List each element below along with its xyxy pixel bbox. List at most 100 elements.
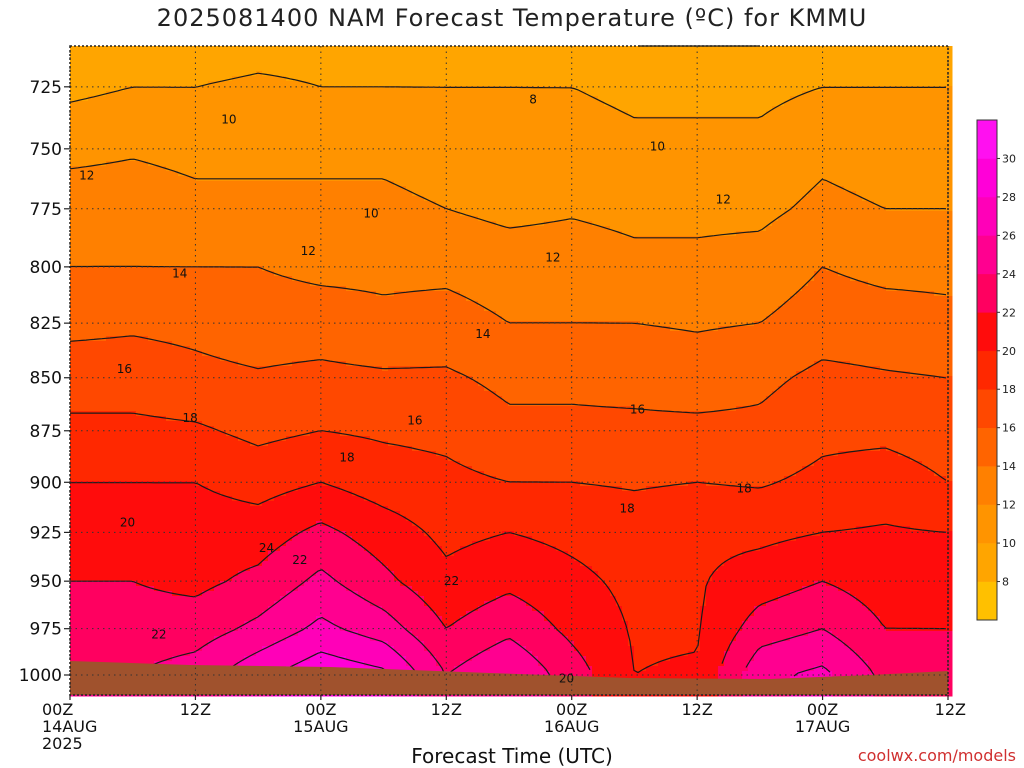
temperature-cell [136,46,143,52]
temperature-cell [202,576,209,582]
temperature-cell [172,511,179,517]
temperature-cell [268,281,275,287]
temperature-cell [208,51,215,57]
temperature-cell [106,511,113,517]
temperature-cell [238,516,245,522]
temperature-cell [70,141,77,147]
temperature-cell [286,241,293,247]
temperature-cell [274,226,281,232]
temperature-cell [178,586,185,592]
temperature-cell [76,136,83,142]
temperature-cell [106,281,113,287]
temperature-cell [196,401,203,407]
temperature-cell [220,616,227,622]
temperature-cell [292,426,299,432]
temperature-cell [280,411,287,417]
temperature-cell [166,116,173,122]
temperature-cell [172,126,179,132]
temperature-cell [256,231,263,237]
temperature-cell [82,231,89,237]
temperature-cell [124,131,131,137]
temperature-cell [268,436,275,442]
temperature-cell [214,196,221,202]
temperature-cell [214,106,221,112]
temperature-cell [256,146,263,152]
temperature-cell [178,381,185,387]
temperature-cell [202,501,209,507]
temperature-cell [142,256,149,262]
temperature-cell [160,376,167,382]
temperature-cell [172,251,179,257]
temperature-cell [118,556,125,562]
temperature-cell [292,186,299,192]
temperature-cell [262,436,269,442]
temperature-cell [82,331,89,337]
temperature-cell [286,406,293,412]
temperature-cell [256,446,263,452]
temperature-cell [112,556,119,562]
temperature-cell [208,441,215,447]
temperature-cell [88,276,95,282]
temperature-cell [184,491,191,497]
temperature-cell [88,571,95,577]
temperature-cell [286,146,293,152]
temperature-cell [100,566,107,572]
temperature-cell [292,456,299,462]
temperature-cell [76,566,83,572]
temperature-cell [256,401,263,407]
temperature-cell [196,571,203,577]
temperature-cell [280,126,287,132]
temperature-cell [118,496,125,502]
temperature-cell [94,66,101,72]
temperature-cell [160,291,167,297]
temperature-cell [292,131,299,137]
temperature-cell [214,61,221,67]
temperature-cell [88,236,95,242]
temperature-cell [154,281,161,287]
temperature-cell [232,411,239,417]
temperature-cell [178,396,185,402]
temperature-cell [196,471,203,477]
temperature-cell [118,271,125,277]
temperature-cell [130,541,137,547]
temperature-cell [232,261,239,267]
temperature-cell [160,271,167,277]
temperature-cell [178,326,185,332]
temperature-cell [76,586,83,592]
temperature-cell [244,411,251,417]
temperature-cell [130,121,137,127]
temperature-cell [166,216,173,222]
temperature-cell [220,441,227,447]
temperature-cell [280,586,287,592]
temperature-cell [112,476,119,482]
temperature-cell [100,436,107,442]
temperature-cell [130,496,137,502]
temperature-cell [250,361,257,367]
temperature-cell [298,121,305,127]
temperature-cell [106,396,113,402]
temperature-cell [112,451,119,457]
temperature-cell [148,321,155,327]
temperature-cell [166,346,173,352]
temperature-cell [178,611,185,617]
temperature-cell [82,236,89,242]
temperature-cell [160,431,167,437]
temperature-cell [112,171,119,177]
temperature-cell [154,546,161,552]
temperature-cell [112,461,119,467]
temperature-cell [148,581,155,587]
temperature-cell [178,361,185,367]
temperature-cell [160,536,167,542]
temperature-cell [280,186,287,192]
temperature-cell [106,516,113,522]
temperature-cell [226,56,233,62]
temperature-cell [154,286,161,292]
temperature-cell [178,241,185,247]
temperature-cell [238,186,245,192]
temperature-cell [112,541,119,547]
temperature-cell [112,421,119,427]
temperature-cell [232,276,239,282]
temperature-cell [166,246,173,252]
temperature-cell [100,326,107,332]
temperature-cell [136,441,143,447]
